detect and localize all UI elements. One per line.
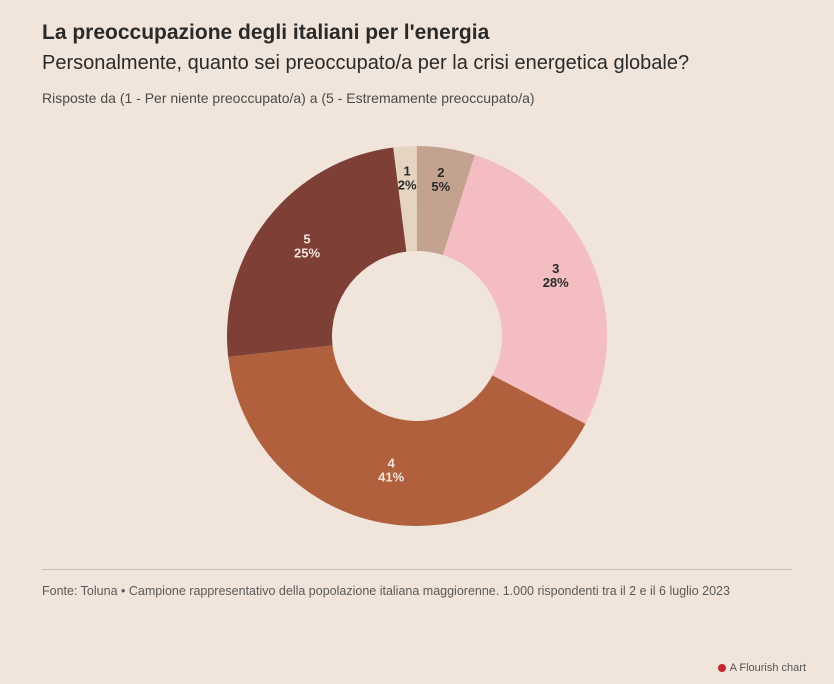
legend-note: Risposte da (1 - Per niente preoccupato/… [42, 90, 792, 106]
flourish-dot-icon [718, 664, 726, 672]
source-text: Fonte: Toluna • Campione rappresentativo… [42, 583, 792, 600]
donut-svg: 12%25%328%441%525% [42, 116, 792, 561]
flourish-credit: A Flourish chart [718, 662, 806, 674]
chart-title: La preoccupazione degli italiani per l'e… [42, 20, 792, 46]
flourish-label: A Flourish chart [730, 662, 806, 674]
chart-subtitle: Personalmente, quanto sei preoccupato/a … [42, 50, 792, 76]
footer-divider [42, 569, 792, 570]
slice-3 [443, 155, 607, 424]
donut-chart: 12%25%328%441%525% [42, 116, 792, 561]
